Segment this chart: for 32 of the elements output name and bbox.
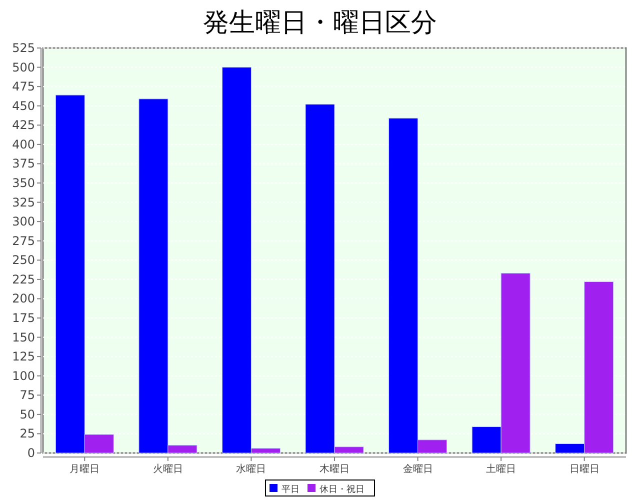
legend-label: 平日 bbox=[282, 485, 300, 495]
y-tick-label: 450 bbox=[12, 98, 35, 113]
x-tick-label: 日曜日 bbox=[569, 463, 600, 475]
x-tick-label: 土曜日 bbox=[486, 463, 516, 475]
y-tick-label: 500 bbox=[12, 60, 35, 74]
y-tick-label: 300 bbox=[12, 214, 35, 229]
y-tick-label: 400 bbox=[12, 137, 35, 152]
y-tick-label: 25 bbox=[20, 426, 35, 441]
y-tick-label: 50 bbox=[20, 407, 35, 422]
y-tick-label: 425 bbox=[12, 118, 35, 132]
y-tick-label: 100 bbox=[12, 368, 35, 383]
y-tick-label: 0 bbox=[27, 446, 35, 460]
y-tick-label: 350 bbox=[12, 176, 35, 190]
x-tick-label: 木曜日 bbox=[320, 463, 350, 475]
x-tick-label: 水曜日 bbox=[236, 463, 266, 475]
y-tick-label: 75 bbox=[20, 388, 35, 402]
y-tick-label: 225 bbox=[12, 272, 35, 286]
chart-title: 発生曜日・曜日区分 bbox=[203, 8, 437, 38]
y-tick-label: 175 bbox=[12, 311, 35, 325]
y-tick-label: 150 bbox=[12, 330, 35, 344]
y-tick-label: 275 bbox=[12, 234, 35, 248]
y-tick-label: 325 bbox=[12, 195, 35, 210]
y-tick-label: 200 bbox=[12, 292, 35, 306]
x-tick-label: 火曜日 bbox=[152, 463, 183, 475]
y-tick-label: 125 bbox=[12, 350, 35, 364]
y-tick-label: 525 bbox=[12, 41, 35, 55]
y-tick-label: 475 bbox=[12, 80, 35, 94]
x-tick-label: 金曜日 bbox=[402, 463, 433, 475]
y-tick-label: 250 bbox=[12, 253, 35, 268]
y-tick-label: 375 bbox=[12, 156, 35, 171]
legend-label: 休日・祝日 bbox=[320, 484, 364, 495]
x-tick-label: 月曜日 bbox=[70, 463, 100, 475]
